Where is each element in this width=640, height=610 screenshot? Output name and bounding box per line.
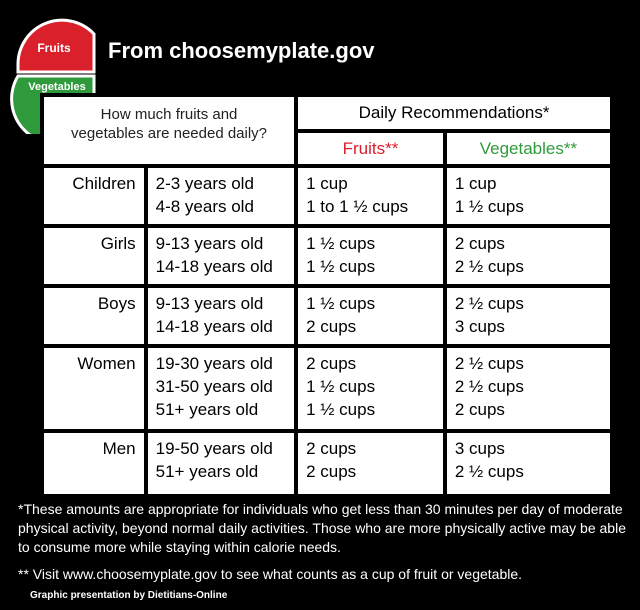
ages-line: 14-18 years old (155, 317, 273, 336)
fruits-line: 2 cups (306, 354, 357, 373)
fruits-line: 2 cups (306, 317, 357, 336)
fruits-header: Fruits** (294, 129, 447, 168)
table: How much fruits and vegetables are needed… (39, 93, 615, 498)
group-label: Boys (97, 294, 136, 313)
row: Men 19-50 years old 51+ years old 2 cups 2 c… (40, 429, 615, 498)
vegetables-line: 2 ½ cups (454, 354, 524, 373)
group-label: Women (77, 354, 136, 373)
row: Women 19-30 years old 31-50 years old 51+ y… (40, 344, 615, 433)
ages-cell: 9-13 years old 14-18 years old (143, 224, 299, 288)
ages-line: 19-50 years old (155, 439, 273, 458)
vegetables-line: 1 ½ cups (454, 197, 524, 216)
title: From choosemyplate.gov (108, 38, 375, 63)
vegetables-cell: 2 cups 2 ½ cups (442, 224, 615, 288)
fruits-cell: 2 cups 1 ½ cups 1 ½ cups (294, 344, 447, 433)
group-label: Men (102, 439, 136, 458)
ages-line: 51+ years old (155, 462, 259, 481)
question-line: How much fruits and (100, 106, 238, 123)
ages-cell: 9-13 years old 14-18 years old (143, 284, 299, 348)
ages-line: 9-13 years old (155, 234, 264, 253)
ages-line: 4-8 years old (155, 197, 254, 216)
ages-line: 19-30 years old (155, 354, 273, 373)
fruits-cell: 1 cup 1 to 1 ½ cups (294, 164, 447, 228)
fruits-line: 1 to 1 ½ cups (306, 197, 409, 216)
question-line: vegetables are needed daily? (71, 125, 268, 142)
group: Boys (40, 284, 148, 348)
credit: Graphic presentation by Dietitians-Onlin… (30, 590, 228, 601)
footnotes: *These amounts are appropriate for indiv… (18, 500, 628, 584)
logo-vegetables: Vegetables (28, 81, 85, 93)
vegetables-line: 2 ½ cups (454, 462, 524, 481)
fruits-cell: 1 ½ cups 1 ½ cups (294, 224, 447, 288)
row: Girls 9-13 years old 14-18 years old 1 ½ cu… (40, 224, 615, 288)
fruits-line: 1 ½ cups (306, 234, 376, 253)
vegetables-line: 2 cups (454, 400, 505, 419)
recommendations: Daily Recommendations* (294, 93, 614, 133)
fruits-line: 2 cups (306, 439, 357, 458)
fruits-line: 1 ½ cups (306, 294, 376, 313)
vegetables-cell: 3 cups 2 ½ cups (442, 429, 615, 498)
fruits-line: 1 ½ cups (306, 377, 376, 396)
vegetables-line: 2 ½ cups (454, 377, 524, 396)
group-label: Children (72, 174, 136, 193)
ages-line: 51+ years old (155, 400, 259, 419)
ages-line: 9-13 years old (155, 294, 264, 313)
vegetables-header: Vegetables** (442, 129, 615, 168)
ages-line: 2-3 years old (155, 174, 254, 193)
vegetables-line: 1 cup (454, 174, 497, 193)
vegetables-cell: 2 ½ cups 3 cups (442, 284, 615, 348)
group-label: Girls (100, 234, 136, 253)
row: Boys 9-13 years old 14-18 years old 1 ½ cup… (40, 284, 615, 348)
group: Women (40, 344, 148, 433)
vegetables-line: 2 ½ cups (454, 257, 524, 276)
row: Children 2-3 years old 4-8 years old 1 cup 1… (40, 164, 615, 228)
vegetables-line: 2 ½ cups (454, 294, 524, 313)
vegetables-cell: 1 cup 1 ½ cups (442, 164, 615, 228)
vegetables-cell: 2 ½ cups 2 ½ cups 2 cups (442, 344, 615, 433)
fruits-line: 1 cup (306, 174, 348, 193)
footnote: *These amounts are appropriate for indiv… (18, 501, 626, 555)
fruits-cell: 2 cups 2 cups (294, 429, 447, 498)
group: Children (40, 164, 148, 228)
fruits-line: 1 ½ cups (306, 400, 376, 419)
ages-cell: 19-50 years old 51+ years old (143, 429, 299, 498)
vegetables-line: 3 cups (454, 317, 505, 336)
ages-cell: 19-30 years old 31-50 years old 51+ years … (143, 344, 299, 433)
vegetables-line: 3 cups (454, 439, 505, 458)
group: Men (40, 429, 148, 498)
ages-line: 31-50 years old (155, 377, 273, 396)
logo-fruits: Fruits (37, 41, 71, 55)
vegetables-line: 2 cups (454, 234, 505, 253)
fruits-line: 2 cups (306, 462, 357, 481)
fruits-cell: 1 ½ cups 2 cups (294, 284, 447, 348)
question: How much fruits and vegetables are needed… (39, 93, 299, 168)
ages-line: 14-18 years old (155, 257, 273, 276)
group: Girls (40, 224, 148, 288)
fruits-line: 1 ½ cups (306, 257, 376, 276)
ages-cell: 2-3 years old 4-8 years old (143, 164, 299, 228)
footnote: ** Visit www.choosemyplate.gov to see wh… (18, 566, 523, 582)
